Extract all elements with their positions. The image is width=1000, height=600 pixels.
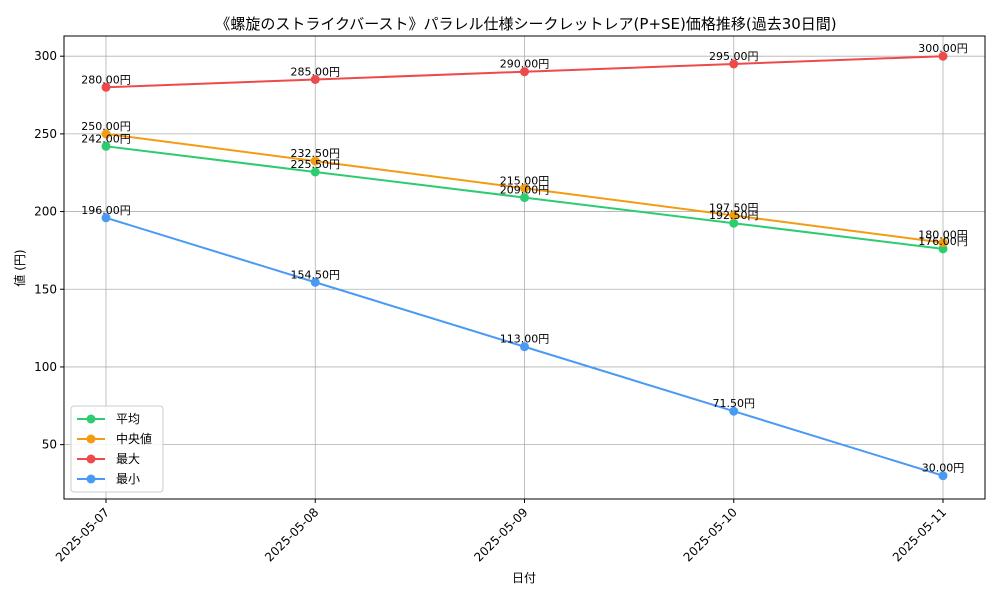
data-label: 232.50円 (291, 147, 341, 160)
data-point (520, 67, 529, 77)
data-point (520, 183, 529, 193)
data-point (729, 59, 739, 69)
x-axis-label: 日付 (512, 571, 536, 585)
legend-marker (86, 414, 96, 424)
data-label: 71.50円 (713, 397, 756, 410)
legend-label: 中央値 (116, 431, 152, 446)
data-label: 250.00円 (81, 120, 131, 133)
legend-item-3: 最小 (77, 472, 140, 486)
series-3 (101, 213, 948, 481)
chart-title: 《螺旋のストライクバースト》パラレル仕様シークレットレア(P+SE)価格推移(過… (215, 15, 836, 33)
series-2 (101, 51, 948, 92)
data-label: 176.00円 (918, 235, 968, 248)
data-point (310, 156, 320, 166)
legend-box (70, 405, 164, 493)
y-axis-ticks: 50 100 150 200 250 300 (34, 49, 64, 452)
data-point (101, 82, 111, 92)
data-point (729, 210, 739, 220)
data-point (310, 75, 320, 85)
data-point (101, 213, 111, 223)
y-tick-label: 50 (42, 438, 57, 452)
series-layer (101, 51, 948, 481)
y-tick-label: 250 (34, 127, 57, 141)
data-point (101, 141, 111, 151)
legend-label: 最大 (116, 452, 140, 466)
legend-marker (86, 434, 96, 444)
y-tick-label: 100 (34, 360, 57, 374)
legend-item-2: 最大 (77, 452, 140, 466)
grid-lines (64, 36, 985, 499)
data-label: 154.50円 (291, 268, 341, 281)
data-label: 192.50円 (709, 209, 759, 222)
data-label: 295.00円 (709, 50, 759, 63)
data-labels-layer: 242.00円 225.50円 209.00円 192.50円 176.00円 250.0… (81, 42, 968, 474)
data-label: 225.50円 (291, 158, 341, 171)
data-point (101, 129, 111, 139)
y-tick-label: 150 (34, 282, 57, 296)
data-label: 113.00円 (500, 333, 550, 346)
data-point (938, 471, 948, 481)
data-point (310, 167, 320, 177)
legend-marker (86, 454, 96, 464)
data-label: 215.00円 (500, 174, 550, 187)
legend-label: 最小 (116, 472, 140, 486)
data-label: 180.00円 (918, 229, 968, 242)
data-label: 280.00円 (81, 73, 131, 86)
data-label: 285.00円 (291, 66, 341, 79)
data-label: 197.50円 (709, 201, 759, 214)
data-point (310, 277, 320, 287)
data-point (520, 193, 529, 203)
data-point (938, 244, 948, 254)
legend-marker (86, 474, 96, 484)
data-label: 196.00円 (81, 204, 131, 217)
legend-item-1: 中央値 (77, 431, 152, 446)
data-point (520, 342, 529, 352)
series-1 (101, 129, 948, 248)
data-point (729, 406, 739, 416)
data-point (729, 218, 739, 228)
data-point (938, 51, 948, 61)
data-label: 242.00円 (81, 132, 131, 145)
series-0 (101, 141, 948, 254)
legend-label: 平均 (116, 412, 140, 426)
data-label: 290.00円 (500, 58, 550, 71)
legend-item-0: 平均 (77, 412, 140, 426)
y-tick-label: 200 (34, 205, 57, 219)
data-point (938, 238, 948, 248)
data-label: 300.00円 (918, 42, 968, 55)
y-tick-label: 300 (34, 49, 57, 63)
data-label: 30.00円 (922, 462, 965, 475)
y-axis-label: 値 (円) (12, 249, 27, 286)
data-label: 209.00円 (500, 184, 550, 197)
